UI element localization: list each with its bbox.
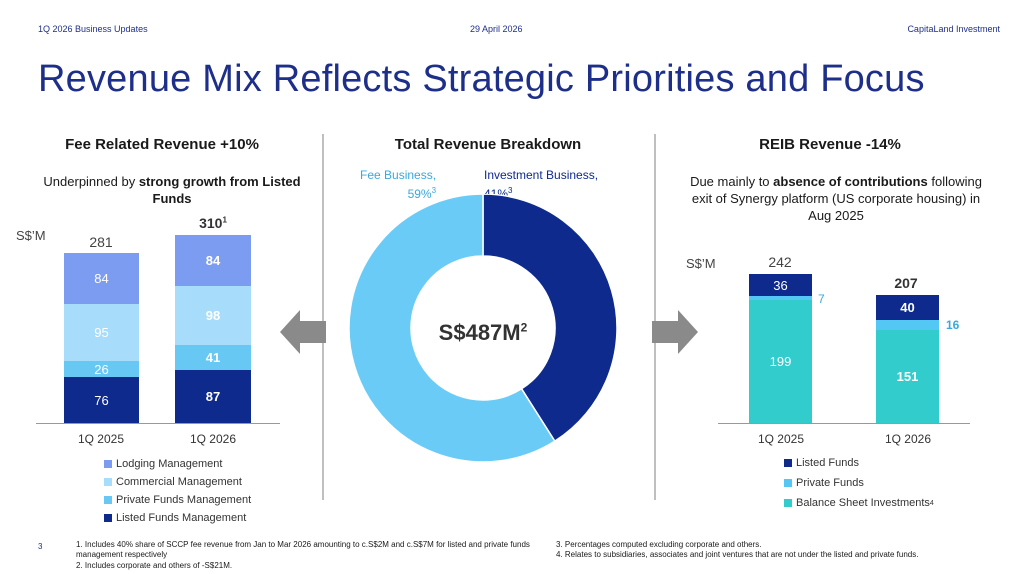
left-subtitle-text: Underpinned by — [43, 174, 139, 189]
header-company: CapitaLand Investment — [907, 24, 1000, 34]
legend-private-funds: Private Funds — [784, 477, 864, 489]
arrow-left-icon — [280, 310, 326, 354]
right-panel-subtitle: Due mainly to absence of contributions f… — [686, 173, 986, 224]
left-bar-1q2025: 76 26 95 84 — [64, 253, 139, 423]
donut-slice-investment — [482, 194, 617, 443]
right-total-1q2026: 207 — [894, 275, 918, 291]
legend-listed-funds-mgmt: Listed Funds Management — [104, 512, 246, 524]
right-bar-1q2025: 199 36 — [749, 274, 812, 423]
right-subtitle-bold: absence of contributions — [773, 174, 928, 189]
legend-swatch — [104, 514, 112, 522]
left-seg-listed-funds-management-1: 87 — [175, 370, 251, 423]
legend-lodging: Lodging Management — [104, 458, 222, 470]
right-subtitle-text: Due mainly to — [690, 174, 774, 189]
donut-center-value: S$487M2 — [438, 320, 528, 345]
right-xlabel-1q2025: 1Q 2025 — [757, 432, 805, 446]
legend-swatch — [784, 459, 792, 467]
left-seg-private-funds-management-0: 26 — [64, 361, 139, 378]
donut-chart — [349, 194, 617, 462]
left-xlabel-1q2025: 1Q 2025 — [77, 432, 125, 446]
right-seg-listed-funds-0: 36 — [749, 274, 812, 297]
page-number: 3 — [38, 542, 43, 551]
left-seg-commercial-management-1: 98 — [175, 285, 251, 346]
left-total-1q2025: 281 — [89, 234, 113, 250]
left-seg-private-funds-management-1: 41 — [175, 345, 251, 371]
footnote-2: 2. Includes corporate and others of -S$2… — [76, 561, 233, 570]
donut-slice-fee — [349, 194, 556, 462]
right-subtitle-post: following exit of Synergy platform (US c… — [691, 174, 982, 223]
header-date: 29 April 2026 — [470, 24, 523, 34]
right-total-1q2025: 242 — [768, 254, 792, 270]
left-seg-lodging-management-1: 84 — [175, 235, 251, 286]
left-unit-label: S$’M — [16, 228, 46, 243]
left-seg-listed-funds-management-0: 76 — [64, 377, 139, 423]
legend-listed-funds: Listed Funds — [784, 457, 859, 469]
slide-title: Revenue Mix Reflects Strategic Prioritie… — [38, 58, 925, 100]
left-seg-lodging-management-0: 84 — [64, 253, 139, 304]
legend-swatch — [104, 496, 112, 504]
left-panel-title: Fee Related Revenue +10% — [65, 136, 259, 153]
legend-balance-sheet: Balance Sheet Investments 4 — [784, 497, 934, 509]
right-seg-listed-funds-1: 40 — [876, 295, 939, 320]
donut-label-fee: Fee Business, 59%3 — [360, 168, 437, 201]
right-private-label-1q2026: 16 — [946, 318, 960, 332]
right-panel-title: REIB Revenue -14% — [759, 136, 901, 153]
legend-swatch — [104, 478, 112, 486]
legend-swatch — [104, 460, 112, 468]
right-seg-balance-sheet-investments-1: 151 — [876, 329, 939, 423]
footnote-1: 1. Includes 40% share of SCCP fee revenu… — [76, 540, 530, 559]
left-subtitle-bold: strong growth from Listed Funds — [138, 174, 301, 206]
right-unit-label: S$’M — [686, 256, 716, 271]
right-xlabel-1q2026: 1Q 2026 — [884, 432, 932, 446]
header-deck-title: 1Q 2026 Business Updates — [38, 24, 148, 34]
divider-right — [654, 134, 656, 500]
right-bar-1q2026: 151 40 — [876, 295, 939, 423]
right-seg-private-funds-0 — [749, 296, 812, 301]
left-xlabel-1q2026: 1Q 2026 — [189, 432, 237, 446]
left-bar-1q2026: 87 41 98 84 — [175, 235, 251, 423]
middle-panel-title: Total Revenue Breakdown — [394, 136, 582, 153]
arrow-right-icon — [652, 310, 698, 354]
legend-swatch — [784, 499, 792, 507]
legend-swatch — [784, 479, 792, 487]
divider-left — [322, 134, 324, 500]
left-total-1q2026: 3101 — [199, 215, 227, 231]
left-panel-subtitle: Underpinned by strong growth from Listed… — [30, 173, 314, 207]
footnote-4: 4. Relates to subsidiaries, associates a… — [556, 550, 919, 559]
right-seg-private-funds-1 — [876, 319, 939, 330]
right-private-label-1q2025: 7 — [818, 292, 825, 306]
legend-commercial: Commercial Management — [104, 476, 242, 488]
legend-private-funds-mgmt: Private Funds Management — [104, 494, 251, 506]
left-axis-line — [36, 423, 280, 424]
right-seg-balance-sheet-investments-0: 199 — [749, 300, 812, 423]
right-axis-line — [718, 423, 970, 424]
left-seg-commercial-management-0: 95 — [64, 303, 139, 362]
footnote-3: 3. Percentages computed excluding corpor… — [556, 540, 762, 549]
